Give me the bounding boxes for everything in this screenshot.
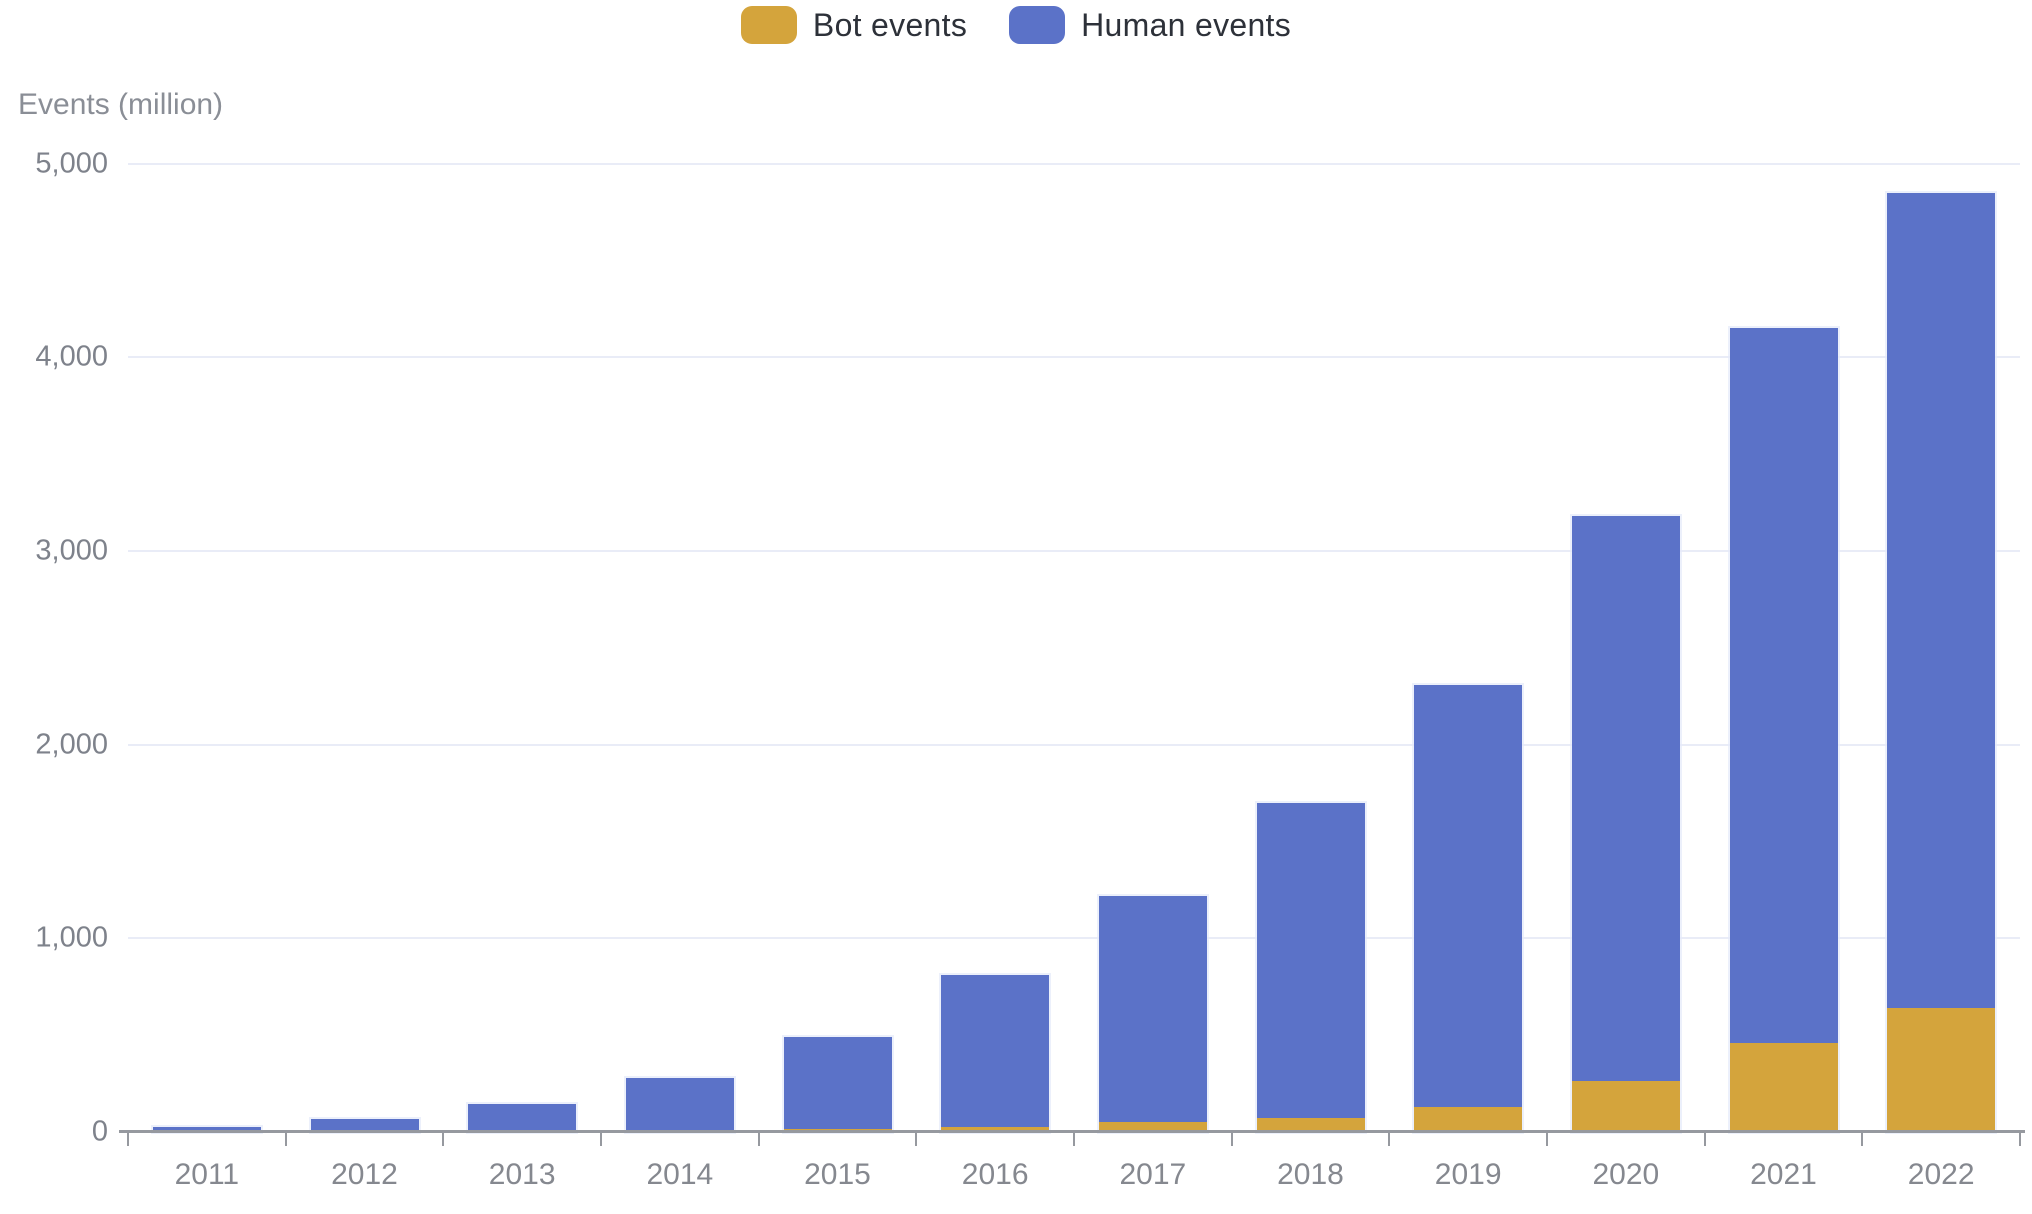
x-axis-tick	[127, 1132, 129, 1146]
bar-group-2015[interactable]	[783, 1037, 892, 1132]
legend-label-bot-events: Bot events	[812, 6, 968, 43]
x-tick-label-2015: 2015	[804, 1158, 871, 1191]
gridline-2000	[128, 743, 2020, 746]
x-axis-tick	[1388, 1132, 1391, 1146]
bar-segment-human-2017[interactable]	[1098, 895, 1207, 1123]
bar-segment-bot-2018[interactable]	[1256, 1118, 1365, 1132]
x-axis-tick	[1230, 1132, 1233, 1146]
x-axis-tick	[442, 1132, 445, 1146]
bar-group-2022[interactable]	[1887, 192, 1996, 1132]
bar-group-2020[interactable]	[1571, 516, 1680, 1132]
x-tick-label-2022: 2022	[1907, 1158, 1975, 1191]
bar-segment-human-2012[interactable]	[310, 1119, 419, 1132]
bar-group-2016[interactable]	[941, 975, 1050, 1132]
bar-segment-human-2021[interactable]	[1729, 328, 1838, 1043]
gridline-4000	[128, 356, 2020, 359]
legend-item-bot-events[interactable]: Bot events	[740, 6, 968, 44]
y-axis-title: Events (million)	[18, 88, 224, 121]
x-tick-label-2018: 2018	[1277, 1158, 1344, 1191]
bar-group-2019[interactable]	[1414, 684, 1523, 1132]
x-axis-tick	[1546, 1132, 1548, 1146]
bar-segment-bot-2022[interactable]	[1887, 1008, 1996, 1132]
x-tick-label-2011: 2011	[174, 1158, 240, 1191]
bar-segment-human-2018[interactable]	[1256, 802, 1365, 1119]
y-tick-label-3000: 3,000	[35, 534, 108, 567]
bar-segment-human-2020[interactable]	[1571, 516, 1680, 1081]
bar-segment-human-2011[interactable]	[152, 1127, 261, 1132]
x-axis-tick	[1861, 1132, 1864, 1146]
bar-segment-bot-2021[interactable]	[1729, 1042, 1838, 1132]
y-tick-label-1000: 1,000	[35, 921, 108, 954]
bar-segment-human-2014[interactable]	[625, 1077, 734, 1132]
human-events-swatch-icon	[1009, 6, 1066, 44]
bar-group-2018[interactable]	[1256, 802, 1365, 1132]
x-axis-tick	[1073, 1132, 1075, 1146]
y-tick-label-2000: 2,000	[35, 728, 108, 761]
x-axis-line	[119, 1130, 2025, 1133]
x-tick-label-2021: 2021	[1750, 1158, 1817, 1191]
legend-label-human-events: Human events	[1081, 6, 1292, 43]
bar-group-2014[interactable]	[625, 1077, 734, 1132]
bar-segment-bot-2017[interactable]	[1098, 1122, 1207, 1132]
x-tick-label-2020: 2020	[1592, 1158, 1660, 1191]
x-tick-label-2016: 2016	[961, 1158, 1029, 1191]
x-axis-tick	[1703, 1132, 1706, 1146]
gridline-5000	[128, 162, 2020, 165]
x-tick-label-2017: 2017	[1119, 1158, 1187, 1191]
bar-segment-human-2015[interactable]	[783, 1037, 892, 1130]
gridline-3000	[128, 549, 2020, 552]
bar-segment-human-2019[interactable]	[1414, 684, 1523, 1107]
chart-legend: Bot events Human events	[0, 6, 2032, 44]
x-axis-tick	[757, 1132, 760, 1146]
bar-segment-bot-2019[interactable]	[1414, 1106, 1523, 1132]
x-axis-tick	[2019, 1132, 2021, 1146]
bar-group-2017[interactable]	[1098, 895, 1207, 1132]
bar-group-2012[interactable]	[310, 1119, 419, 1132]
y-tick-label-4000: 4,000	[35, 340, 108, 373]
x-tick-label-2019: 2019	[1434, 1158, 1502, 1191]
bar-group-2021[interactable]	[1729, 328, 1838, 1132]
x-tick-label-2012: 2012	[331, 1158, 398, 1191]
bar-segment-human-2022[interactable]	[1887, 192, 1996, 1009]
x-axis-tick	[915, 1132, 918, 1146]
x-tick-label-2014: 2014	[646, 1158, 714, 1191]
legend-item-human-events[interactable]: Human events	[1009, 6, 1291, 44]
y-tick-label-5000: 5,000	[35, 147, 108, 179]
bar-group-2013[interactable]	[468, 1103, 577, 1132]
bar-segment-bot-2016[interactable]	[941, 1127, 1050, 1132]
x-axis-tick	[284, 1132, 287, 1146]
y-tick-label-0: 0	[91, 1115, 108, 1148]
bar-segment-human-2013[interactable]	[468, 1103, 577, 1132]
bar-segment-human-2016[interactable]	[941, 975, 1050, 1128]
bot-events-swatch-icon	[740, 6, 797, 44]
x-axis-tick	[600, 1132, 602, 1146]
bar-group-2011[interactable]	[152, 1127, 261, 1132]
gridline-1000	[128, 937, 2020, 940]
x-tick-label-2013: 2013	[488, 1158, 556, 1191]
bar-segment-bot-2020[interactable]	[1571, 1080, 1680, 1132]
